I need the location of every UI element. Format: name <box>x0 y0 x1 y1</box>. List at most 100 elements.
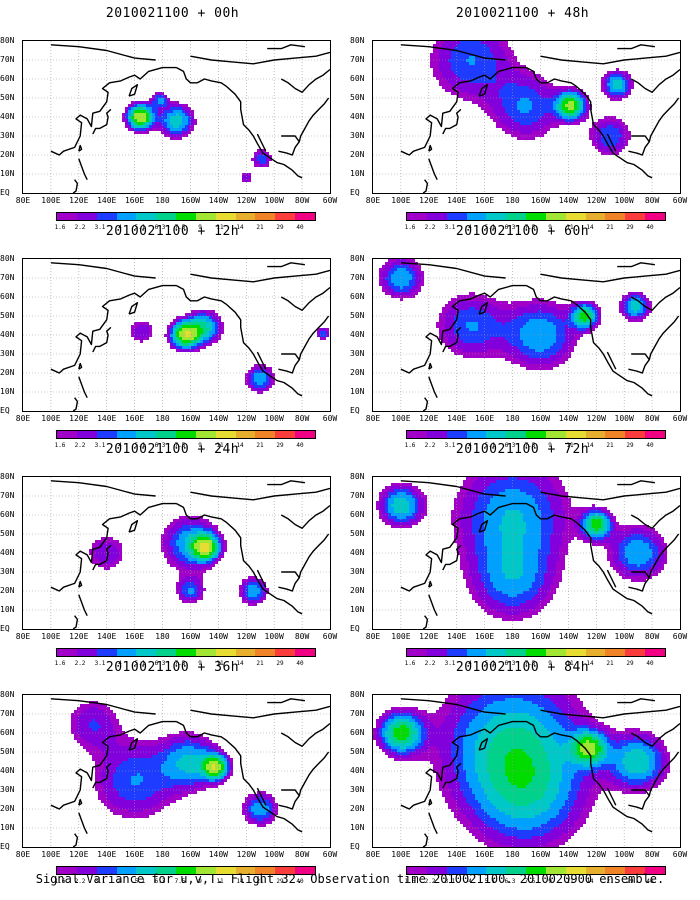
figure-caption: Signal Variance for u,v,T. Flight 32. Ob… <box>35 872 665 886</box>
y-tick-label: EQ <box>0 406 10 415</box>
colorbar-swatch <box>625 431 646 438</box>
colorbar-label: 29 <box>276 878 284 885</box>
coastline <box>540 487 680 501</box>
coastline <box>617 44 655 50</box>
colorbar-label: 14 <box>236 224 244 231</box>
x-tick-label: 100W <box>614 196 634 205</box>
y-tick-label: 60N <box>0 728 15 737</box>
colorbar-swatch <box>625 213 646 220</box>
coastline <box>428 798 433 806</box>
coastline <box>606 569 617 588</box>
coastline <box>267 698 305 704</box>
colorbar-swatch <box>466 431 487 438</box>
y-tick-label: 10N <box>350 605 365 614</box>
panel-title: 2010021100 + 24h <box>105 442 240 457</box>
colorbar-label: 29 <box>626 878 634 885</box>
x-tick-label: 80W <box>294 196 310 205</box>
y-tick-label: 80N <box>350 690 365 699</box>
x-tick-label: 100W <box>264 196 284 205</box>
y-tick-label: 10N <box>0 823 15 832</box>
panel-6: 2010021100 + 36h 80N 70N 60N 50N 40N 30N 20N 10N… <box>0 654 345 885</box>
colorbar-label: 5.1 <box>134 878 146 885</box>
x-tick-label: 180 <box>155 414 170 423</box>
x-tick-label: 120E <box>419 632 439 641</box>
colorbar-label: 1.6 <box>54 878 66 885</box>
colorbar-label: 14 <box>236 878 244 885</box>
colorbar-label: 1.6 <box>54 660 66 667</box>
coastline <box>540 705 680 719</box>
colorbar-label: 2.2 <box>424 442 436 449</box>
colorbar-label: 29 <box>276 660 284 667</box>
colorbar-swatch <box>585 649 606 656</box>
colorbar-swatch <box>275 213 296 220</box>
coastline <box>190 269 330 283</box>
coastline <box>78 158 88 181</box>
y-tick-label: 70N <box>0 55 15 64</box>
colorbar-label: 40 <box>646 878 654 885</box>
x-tick-label: 140E <box>97 414 117 423</box>
colorbar-label: 9 <box>548 442 552 449</box>
coastline <box>630 722 680 747</box>
coastline <box>78 376 88 399</box>
colorbar-label: 3.1 <box>444 878 456 885</box>
x-tick-label: 140W <box>208 196 228 205</box>
colorbar-swatch <box>96 213 117 220</box>
coastline <box>422 179 429 193</box>
colorbar-label: 5.1 <box>134 442 146 449</box>
colorbar-swatch <box>605 213 626 220</box>
colorbar-label: 14 <box>236 660 244 667</box>
colorbar-label: 5.1 <box>484 224 496 231</box>
colorbar-label: 9 <box>198 442 202 449</box>
x-tick-label: 160E <box>124 632 145 641</box>
coastline <box>280 504 330 529</box>
y-tick-label: EQ <box>0 624 10 633</box>
y-tick-label: 50N <box>350 747 365 756</box>
x-tick-label: 160E <box>474 196 495 205</box>
x-tick-label: 160W <box>530 414 551 423</box>
map-plot-area <box>372 258 681 412</box>
coastline <box>478 738 489 751</box>
map-plot-area <box>22 694 331 848</box>
colorbar-swatch <box>407 431 427 438</box>
y-tick-label: 30N <box>0 785 15 794</box>
colorbar-label: 7.5 <box>174 442 186 449</box>
x-tick-label: 160E <box>124 414 145 423</box>
x-tick-label: 120E <box>69 850 89 859</box>
x-tick-label: 80W <box>644 632 660 641</box>
x-tick-label: 160W <box>180 196 201 205</box>
colorbar-label: 11 <box>566 878 574 885</box>
colorbar-label: 7.5 <box>524 878 536 885</box>
map-plot-area <box>372 40 681 194</box>
colorbar-swatch <box>645 867 665 874</box>
colorbar-label: 4 <box>468 878 472 885</box>
x-tick-label: 140W <box>208 850 228 859</box>
colorbar-swatch <box>215 213 236 220</box>
coastline <box>280 68 330 93</box>
x-tick-label: 140E <box>447 850 467 859</box>
x-tick-label: 80W <box>294 632 310 641</box>
colorbar-swatch <box>136 649 157 656</box>
y-tick-label: EQ <box>350 624 360 633</box>
colorbar-swatch <box>605 649 626 656</box>
y-tick-label: 70N <box>350 709 365 718</box>
panel-title: 2010021100 + 12h <box>105 224 240 239</box>
x-tick-label: 120E <box>419 196 439 205</box>
coastline <box>278 315 330 374</box>
x-tick-label: 100E <box>391 196 411 205</box>
colorbar-label: 5.1 <box>484 442 496 449</box>
colorbar-label: 5.1 <box>484 878 496 885</box>
colorbar-label: 2.2 <box>74 660 86 667</box>
colorbar-label: 2.2 <box>424 660 436 667</box>
y-tick-label: 40N <box>350 330 365 339</box>
colorbar-label: 5.1 <box>134 224 146 231</box>
x-tick-label: 180 <box>505 632 520 641</box>
coastline <box>422 615 429 629</box>
y-tick-label: 20N <box>0 150 15 159</box>
map-plot-area <box>372 476 681 630</box>
colorbar-swatch <box>255 431 276 438</box>
colorbar-label: 7.5 <box>174 878 186 885</box>
coastline <box>478 84 489 97</box>
coastline <box>50 502 177 592</box>
colorbar-label: 29 <box>276 442 284 449</box>
x-tick-label: 120W <box>586 632 606 641</box>
